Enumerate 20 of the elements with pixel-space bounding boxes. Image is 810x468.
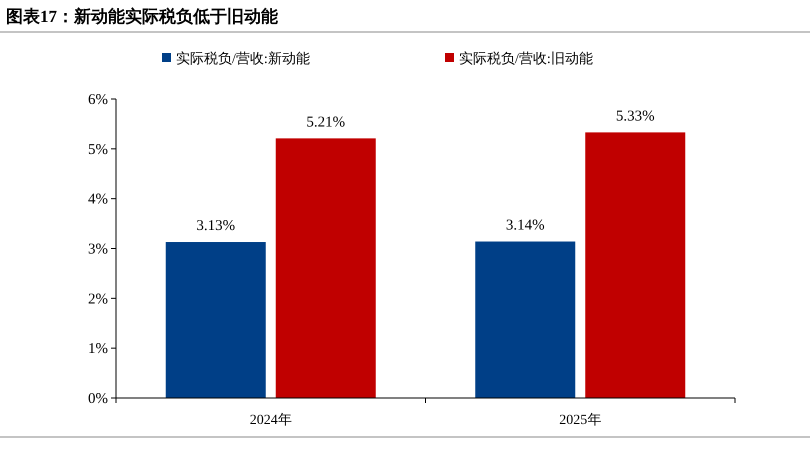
y-tick-label: 4% bbox=[88, 192, 108, 208]
bar bbox=[166, 242, 266, 398]
y-tick-label: 2% bbox=[88, 291, 108, 308]
legend-label: 实际税负/营收:旧动能 bbox=[459, 51, 593, 67]
x-tick-label: 2025年 bbox=[559, 412, 602, 428]
data-label: 3.13% bbox=[196, 218, 236, 234]
bar bbox=[475, 242, 576, 398]
bar bbox=[276, 138, 376, 398]
data-label: 5.33% bbox=[616, 108, 655, 124]
y-tick-label: 6% bbox=[88, 92, 108, 108]
y-tick-label: 0% bbox=[88, 391, 108, 407]
x-tick-label: 2024年 bbox=[250, 412, 292, 428]
bar bbox=[585, 132, 686, 398]
data-label: 5.21% bbox=[306, 114, 346, 130]
y-tick-label: 5% bbox=[88, 142, 108, 158]
legend-label: 实际税负/营收:新动能 bbox=[176, 51, 310, 67]
y-tick-label: 1% bbox=[88, 341, 108, 358]
chart-title: 图表17：新动能实际税负低于旧动能 bbox=[6, 7, 278, 26]
data-label: 3.14% bbox=[506, 218, 545, 234]
y-tick-label: 3% bbox=[88, 242, 108, 258]
